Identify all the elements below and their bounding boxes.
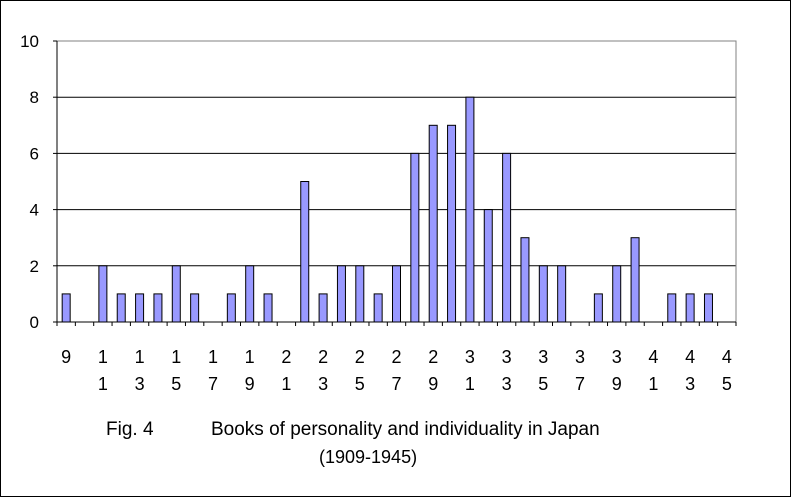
bar xyxy=(318,293,328,323)
x-tick-label: 9 xyxy=(612,374,622,394)
x-tick-label: 1 xyxy=(135,347,145,367)
x-tick-label: 3 xyxy=(575,347,585,367)
bar xyxy=(593,293,603,323)
bar xyxy=(392,265,401,323)
x-tick-label: 9 xyxy=(428,374,438,394)
y-tick-label: 8 xyxy=(30,88,39,107)
x-tick-label: 1 xyxy=(208,347,218,367)
bar xyxy=(483,209,493,323)
x-tick-label: 3 xyxy=(502,347,512,367)
x-tick-label: 3 xyxy=(685,374,695,394)
bar xyxy=(336,265,346,323)
bar xyxy=(703,293,713,323)
x-tick-label: 7 xyxy=(208,374,218,394)
bar xyxy=(245,265,255,323)
x-tick-label: 1 xyxy=(281,374,291,394)
x-tick-label: 5 xyxy=(722,374,732,394)
bar xyxy=(502,152,512,323)
x-tick-label: 7 xyxy=(391,374,401,394)
x-tick-label: 2 xyxy=(355,347,365,367)
x-tick-label: 3 xyxy=(465,347,475,367)
x-tick-label: 1 xyxy=(98,374,108,394)
bar xyxy=(355,265,365,323)
figure-caption-range: (1909-1945) xyxy=(319,447,418,467)
bar xyxy=(171,265,181,323)
bar xyxy=(538,265,548,323)
y-tick-label: 10 xyxy=(20,32,39,51)
bar xyxy=(520,237,530,323)
x-tick-label: 4 xyxy=(722,347,732,367)
bar xyxy=(410,152,420,323)
bar xyxy=(465,96,475,323)
x-tick-label: 3 xyxy=(318,374,328,394)
bar xyxy=(300,181,310,323)
x-tick-label: 5 xyxy=(538,374,548,394)
bar xyxy=(263,293,273,323)
y-tick-label: 4 xyxy=(30,201,39,220)
bar xyxy=(226,293,236,323)
bar xyxy=(447,124,457,323)
x-tick-label: 9 xyxy=(245,374,255,394)
figure-caption-text: Books of personality and individuality i… xyxy=(211,419,600,440)
x-tick-label: 3 xyxy=(502,374,512,394)
bar xyxy=(428,124,438,323)
bar xyxy=(667,293,677,323)
figure-caption: Fig. 4 Books of personality and individua… xyxy=(106,419,600,441)
x-tick-label: 2 xyxy=(318,347,328,367)
bar xyxy=(612,265,622,323)
bar xyxy=(190,293,200,323)
x-tick-label: 3 xyxy=(612,347,622,367)
x-tick-label: 5 xyxy=(355,374,365,394)
x-tick-label: 1 xyxy=(648,374,658,394)
figure-label: Fig. 4 xyxy=(106,419,154,440)
x-tick-label: 4 xyxy=(685,347,695,367)
bar xyxy=(61,293,71,323)
bar xyxy=(153,293,163,323)
y-tick-label: 2 xyxy=(30,257,39,276)
bar xyxy=(116,293,126,323)
y-tick-label: 6 xyxy=(30,144,39,163)
x-tick-label: 3 xyxy=(135,374,145,394)
x-tick-label: 2 xyxy=(428,347,438,367)
x-tick-label: 1 xyxy=(465,374,475,394)
y-tick-label: 0 xyxy=(30,313,39,332)
bar xyxy=(630,237,640,323)
x-tick-label: 2 xyxy=(391,347,401,367)
x-tick-label: 1 xyxy=(171,347,181,367)
x-tick-label: 1 xyxy=(98,347,108,367)
x-tick-label: 9 xyxy=(61,347,71,367)
x-tick-label: 2 xyxy=(281,347,291,367)
x-tick-label: 1 xyxy=(245,347,255,367)
x-tick-label: 5 xyxy=(171,374,181,394)
bar xyxy=(98,265,108,323)
bar xyxy=(557,265,567,323)
bar xyxy=(135,293,145,323)
x-tick-label: 3 xyxy=(538,347,548,367)
x-tick-label: 7 xyxy=(575,374,585,394)
bar xyxy=(685,293,695,323)
bar xyxy=(373,293,383,323)
x-tick-label: 4 xyxy=(648,347,658,367)
